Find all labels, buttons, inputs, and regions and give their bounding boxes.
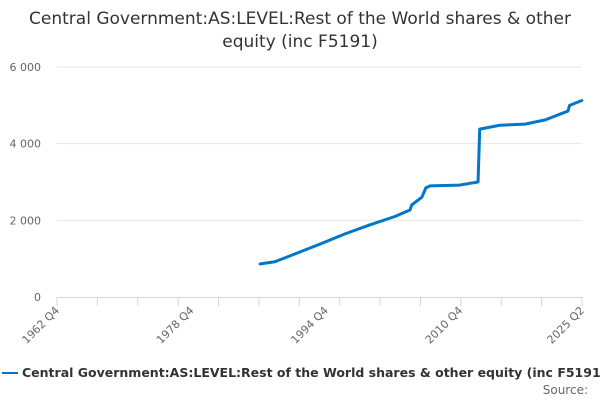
data-point (408, 208, 412, 212)
data-point (258, 262, 261, 266)
data-point (523, 122, 527, 126)
data-point (320, 242, 324, 245)
y-tick-label: 4 000 (10, 138, 42, 151)
x-tick-label: 1962 Q4 (20, 304, 63, 347)
chart-title: Central Government:AS:LEVEL:Rest of the … (29, 9, 571, 52)
data-point (498, 124, 502, 127)
legend-label: Central Government:AS:LEVEL:Rest of the … (22, 365, 600, 380)
data-point (568, 104, 571, 107)
data-point (476, 180, 480, 184)
data-point (566, 109, 570, 113)
x-tick-label: 1978 Q4 (154, 304, 197, 347)
data-point (581, 99, 584, 102)
series-line (259, 98, 583, 266)
data-point (420, 196, 423, 199)
y-tick-label: 2 000 (10, 214, 42, 227)
data-point (478, 127, 481, 131)
y-tick-label: 0 (34, 291, 41, 304)
x-tick-label: 1994 Q4 (288, 304, 331, 347)
data-point (273, 260, 276, 263)
data-point (544, 118, 547, 122)
data-point (344, 232, 347, 235)
data-point (428, 184, 432, 188)
x-tick-label: 2025 Q2 (545, 304, 588, 347)
source-label: Source: (542, 383, 588, 397)
data-point (393, 215, 397, 218)
data-point (424, 186, 428, 189)
x-tick-label: 2010 Q4 (423, 304, 466, 347)
data-point (410, 203, 413, 207)
legend-swatch (2, 371, 18, 374)
data-point (283, 256, 287, 260)
y-tick-label: 6 000 (10, 61, 42, 74)
data-point (368, 223, 371, 227)
legend-item[interactable]: Central Government:AS:LEVEL:Rest of the … (2, 365, 600, 380)
data-point (458, 183, 461, 187)
